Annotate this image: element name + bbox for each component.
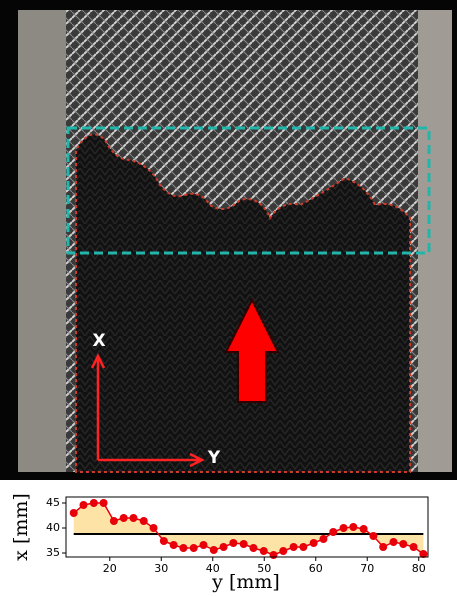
point <box>329 528 337 536</box>
right-rail <box>418 10 452 472</box>
point <box>170 541 178 549</box>
y-tick-label: 35 <box>46 546 60 559</box>
point <box>190 544 198 552</box>
point <box>279 547 287 555</box>
point <box>199 541 207 549</box>
point <box>140 517 148 525</box>
point <box>220 543 228 551</box>
point <box>160 537 168 545</box>
point <box>229 539 237 547</box>
x-axis-label: y [mm] <box>211 571 280 593</box>
point <box>290 543 298 551</box>
point <box>100 499 108 507</box>
point <box>249 544 257 552</box>
point <box>260 547 268 555</box>
deviation-area <box>74 503 424 555</box>
y-axis-label: x [mm] <box>10 493 32 561</box>
point <box>90 499 98 507</box>
photo: X Y <box>0 0 457 480</box>
y-arrow-label: Y <box>207 448 221 468</box>
point <box>360 525 368 533</box>
point <box>369 532 377 540</box>
point <box>340 524 348 532</box>
point <box>179 544 187 552</box>
point <box>129 514 137 522</box>
point <box>210 546 218 554</box>
point <box>389 538 397 546</box>
figure: X Y 20304050607080354045 y [mm] x [mm] <box>0 0 457 596</box>
point <box>310 539 318 547</box>
x-tick-label: 70 <box>360 562 374 575</box>
point <box>80 501 88 509</box>
point <box>410 543 418 551</box>
y-tick-label: 45 <box>46 496 60 509</box>
y-tick-label: 40 <box>46 521 60 534</box>
point <box>319 535 327 543</box>
point <box>150 524 158 532</box>
x-tick-label: 60 <box>309 562 323 575</box>
point <box>379 543 387 551</box>
point <box>299 543 307 551</box>
x-tick-label: 80 <box>412 562 426 575</box>
x-tick-label: 20 <box>103 562 117 575</box>
point <box>240 540 248 548</box>
x-tick-label: 30 <box>154 562 168 575</box>
page: {"photo": {"x_arrow_label": "X", "y_arro… <box>0 0 457 596</box>
x-arrow-label: X <box>92 331 105 351</box>
point <box>270 551 278 559</box>
point <box>349 523 357 531</box>
point <box>110 517 118 525</box>
point <box>120 514 128 522</box>
point <box>399 540 407 548</box>
point <box>70 509 78 517</box>
left-rail <box>18 10 66 472</box>
